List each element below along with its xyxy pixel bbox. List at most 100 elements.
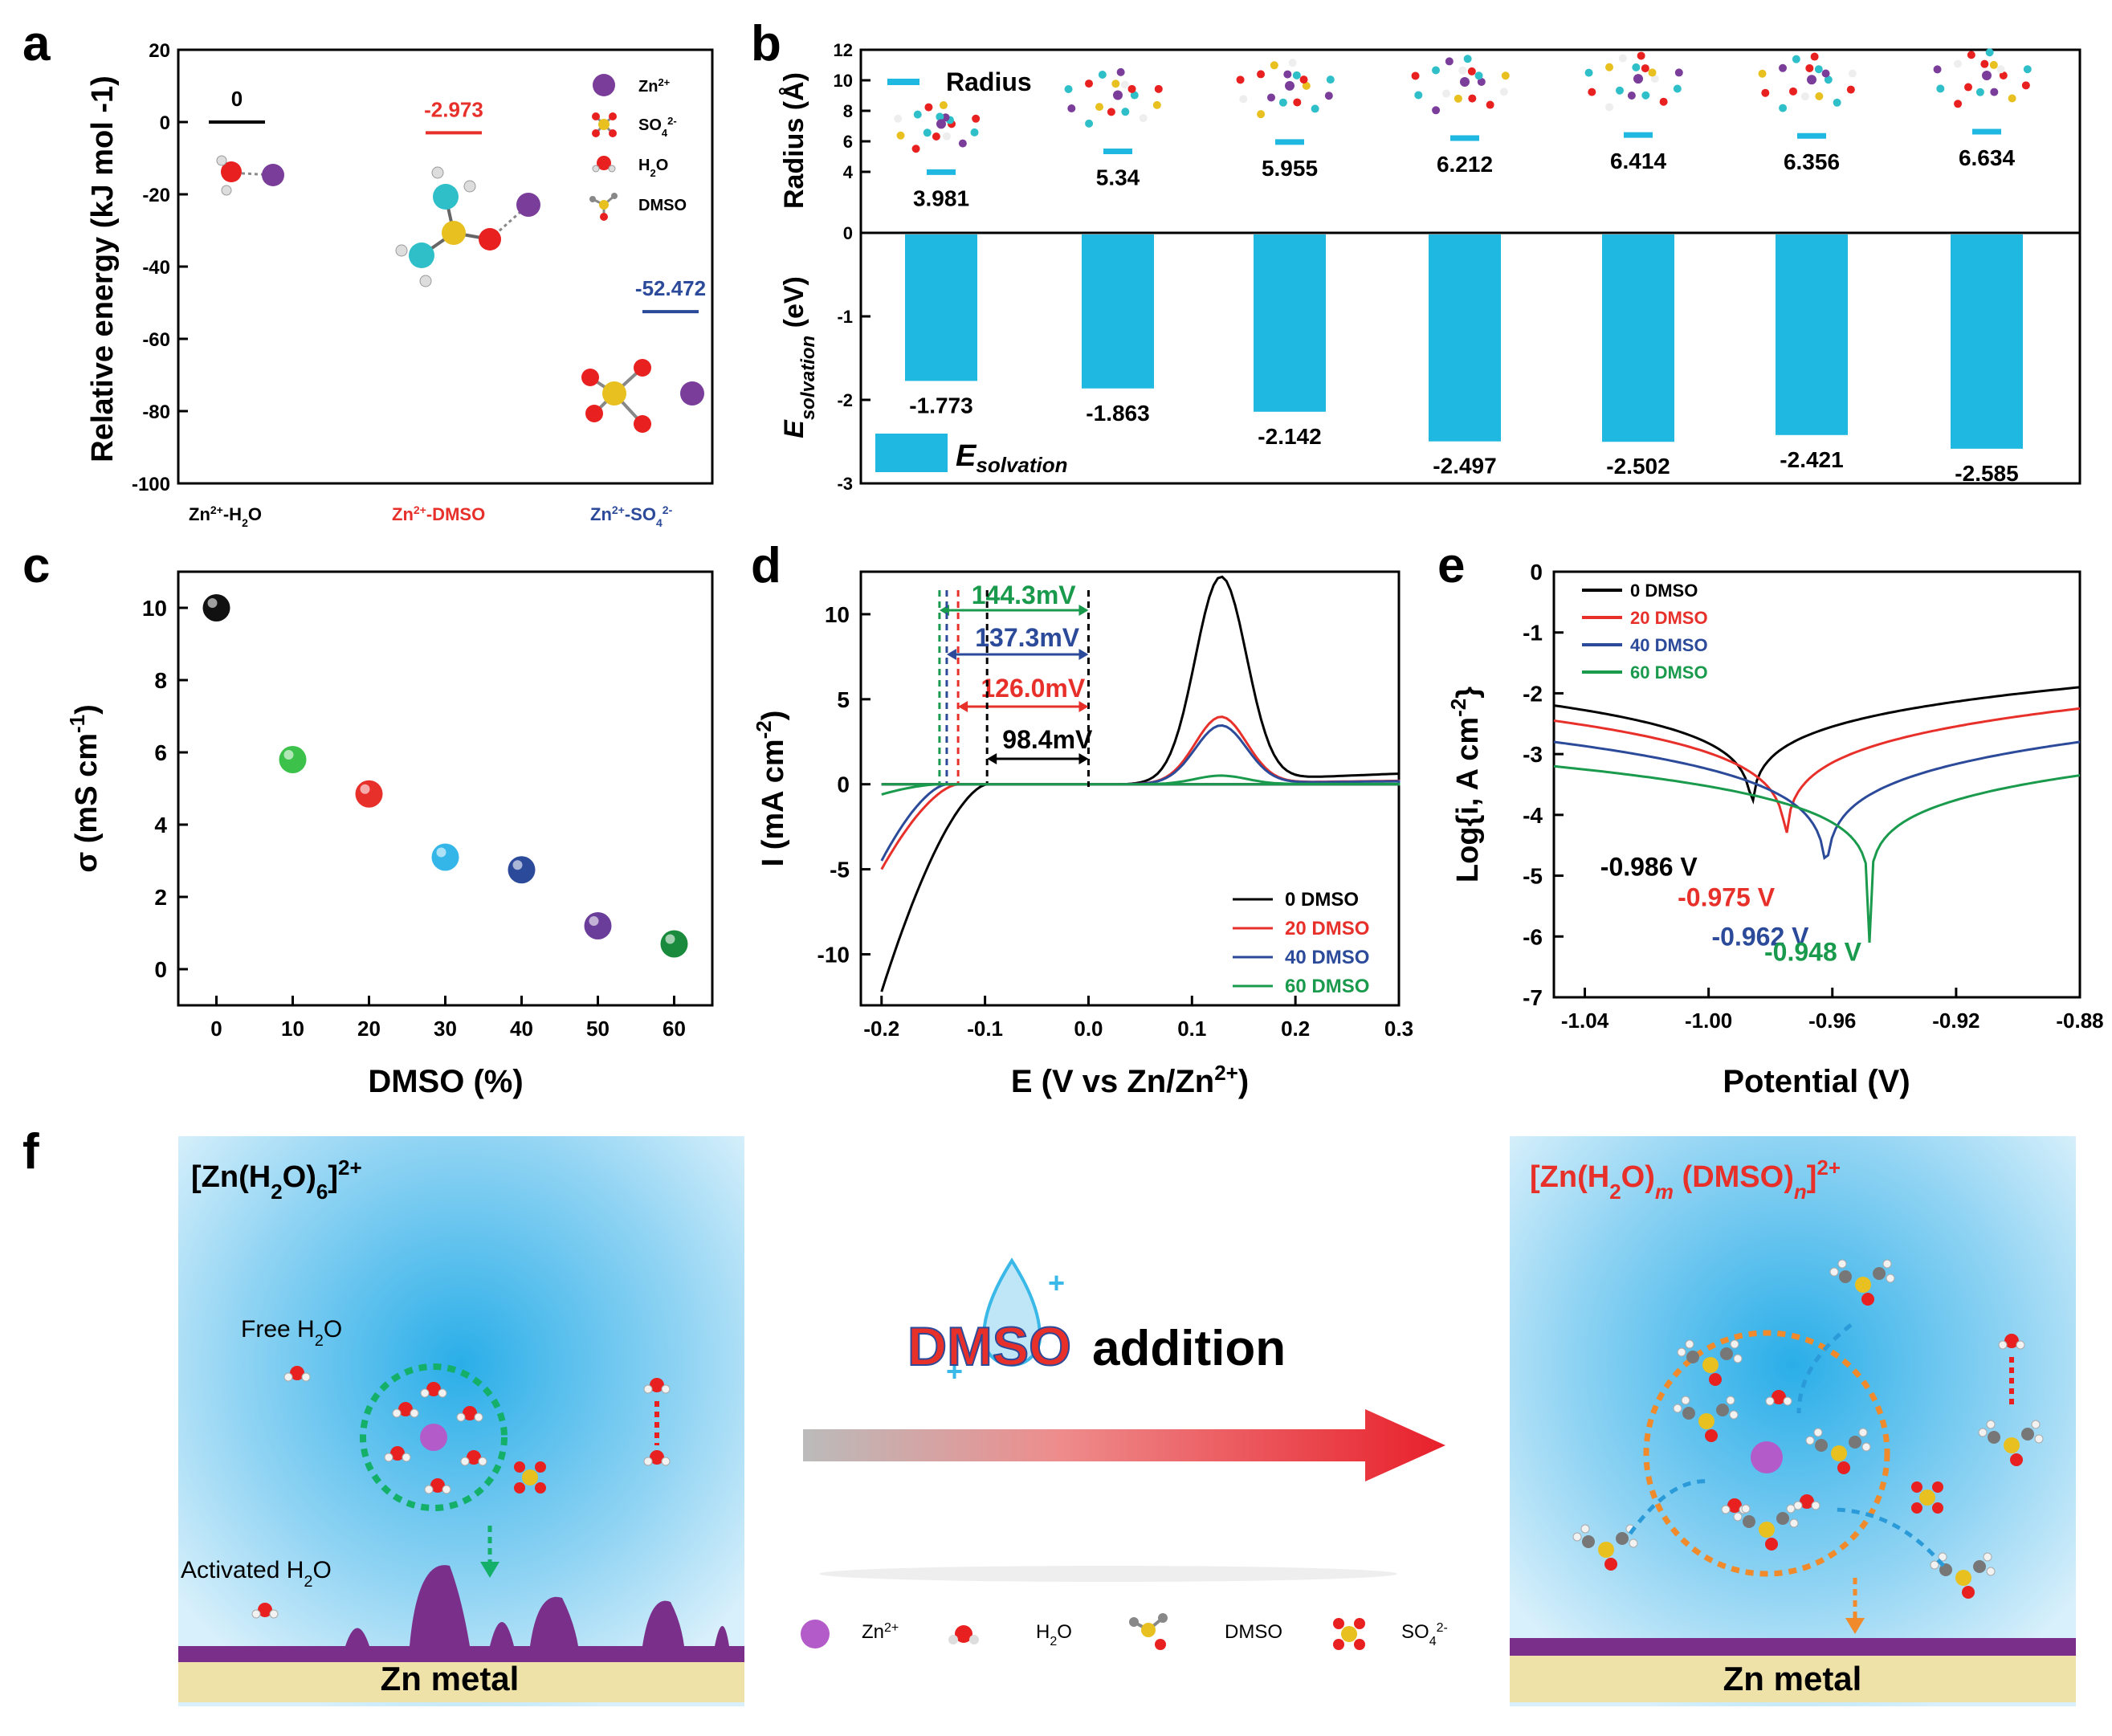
e-xtick-label: -0.96 (1808, 1009, 1856, 1033)
panel-d: I (mA cm-2) E (V vs Zn/Zn2+) -0.2 -0.1 0.0… (752, 570, 1413, 1099)
a-category-label: Zn2+-SO42- (590, 503, 673, 529)
cv-curve (880, 723, 1401, 862)
esolvation-label: -1.773 (909, 393, 972, 418)
legend-dmso-label: DMSO (638, 197, 687, 214)
d-xtick-label: 0.1 (1177, 1017, 1206, 1041)
solvation-cluster-icon (894, 101, 981, 153)
panel-a-ylabel: Relative energy (kJ mol -1) (86, 75, 120, 463)
radius-label: 6.212 (1437, 152, 1493, 177)
d-ytick-label: 5 (837, 687, 850, 712)
c-xtick-label: 60 (663, 1017, 686, 1041)
d-xtick-label: 0.3 (1384, 1017, 1413, 1041)
water-molecule-icon (460, 1450, 487, 1466)
c-xtick-label: 20 (357, 1017, 381, 1041)
solvation-cluster-icon (1758, 52, 1857, 112)
panel-label-f: f (22, 1124, 39, 1180)
radius-label: 6.356 (1784, 149, 1840, 174)
c-ytick-label: 4 (154, 813, 167, 837)
legend-zn-label: Zn2+ (638, 76, 671, 96)
f-legend-zn-icon (801, 1620, 830, 1648)
a-ytick-label: -40 (142, 257, 170, 279)
esolvation-bar (1951, 234, 2023, 449)
c-xtick-label: 10 (281, 1017, 304, 1041)
f-legend-so4-label: SO42- (1401, 1621, 1448, 1648)
zn-h2o-molecule (216, 155, 284, 196)
e-legend-label: 40 DMSO (1630, 635, 1708, 655)
f-legend-zn-label: Zn2+ (862, 1621, 899, 1644)
left-zn-metal-label: Zn metal (381, 1660, 520, 1697)
zn-dendrites (178, 1565, 744, 1662)
panel-b-ylabel-bottom: Esolvation (eV) (779, 276, 819, 438)
e-xtick-label: -0.88 (2056, 1009, 2103, 1033)
solvation-cluster-icon (1933, 48, 2032, 108)
water-molecule-icon (384, 1446, 411, 1462)
a-ytick-label: 20 (149, 40, 170, 62)
a-energy-label: 0 (231, 87, 243, 111)
esolvation-bar (1429, 234, 1501, 442)
e-ytick-label: -7 (1523, 985, 1543, 1010)
panel-label-d: d (751, 538, 781, 593)
solvation-cluster-icon (1584, 51, 1683, 112)
radius-label: 5.955 (1262, 156, 1318, 181)
esolvation-bar (1776, 234, 1848, 435)
radius-label: 3.981 (913, 185, 969, 210)
left-schematic: [Zn(H2O)6]2+ Free H2O Activated H2O Zn m… (178, 1136, 744, 1706)
arrow-dmso-text: DMSO (907, 1316, 1071, 1377)
panel-b-ylabel-top: Radius (Å) (779, 72, 809, 209)
right-zn-ion-icon (1751, 1441, 1783, 1473)
solvation-cluster-icon (1411, 55, 1510, 115)
b-ytick-label: 0 (843, 223, 853, 243)
arrow-addition-text: addition (1092, 1321, 1286, 1376)
panel-b: Radius (Å) Esolvation (eV) 12 10 8 6 4 0 -1 -2 -… (779, 40, 2081, 494)
water-molecule-icon (420, 1382, 447, 1398)
tafel-curve (1553, 686, 2081, 805)
esolvation-bar (905, 234, 977, 381)
onset-span-label: 98.4mV (1002, 725, 1093, 754)
panel-a-legend: Zn2+ SO42- H2O DMSO (589, 74, 687, 221)
esolvation-bar (1602, 234, 1674, 442)
legend-h2o-label: H2O (638, 157, 668, 179)
sulfate-icon (514, 1461, 546, 1494)
b-ytick-label: -2 (837, 390, 853, 410)
c-ytick-label: 6 (154, 740, 167, 765)
c-ytick-label: 8 (154, 668, 167, 693)
tafel-curve (1553, 740, 2081, 860)
water-molecule-icon (283, 1366, 311, 1382)
dmso-molecule-icon (1733, 1504, 1799, 1551)
d-legend-label: 20 DMSO (1285, 918, 1369, 939)
e-ytick-label: -3 (1523, 742, 1543, 767)
d-ytick-label: -5 (830, 858, 850, 882)
panel-label-c: c (22, 538, 50, 593)
svg-text:+: + (1048, 1266, 1065, 1299)
conductivity-point (584, 912, 612, 939)
panel-f: [Zn(H2O)6]2+ Free H2O Activated H2O Zn m… (178, 1136, 2076, 1706)
c-xtick-label: 50 (586, 1017, 610, 1041)
panel-d-frame (859, 570, 1401, 1007)
ecorr-label: -0.948 V (1764, 938, 1862, 967)
water-molecule-icon (251, 1603, 279, 1619)
d-xtick-label: 0.2 (1281, 1017, 1310, 1041)
c-xtick-label: 0 (210, 1017, 222, 1041)
a-energy-label: -2.973 (424, 97, 483, 121)
right-schematic: [Zn(H2O)m (DMSO)n]2+ Zn metal (1510, 1136, 2076, 1706)
panel-label-a: a (22, 16, 51, 71)
b-ytick-label: 6 (843, 132, 853, 152)
droplet-icon (981, 1257, 1042, 1367)
water-molecule-icon (392, 1402, 419, 1418)
d-legend-label: 0 DMSO (1285, 889, 1359, 911)
e-ytick-label: -6 (1523, 924, 1543, 949)
water-molecule-icon (1765, 1390, 1792, 1406)
water-molecule-icon (643, 1378, 671, 1394)
radius-label: 6.414 (1610, 149, 1666, 173)
tafel-curve (1553, 764, 2081, 943)
water-molecule-icon (1998, 1334, 2025, 1350)
zn-ion-icon (420, 1424, 447, 1451)
panel-c-frame (177, 570, 714, 1007)
cv-curve (881, 774, 1401, 796)
d-legend-label: 40 DMSO (1285, 947, 1369, 968)
legend-so4-label: SO42- (638, 115, 677, 139)
panel-e-frame (1552, 570, 2081, 999)
e-ytick-label: -2 (1523, 681, 1543, 706)
panel-e: Log{i, A cm-2} Potential (V) -1.04 -1.00 -… (1446, 560, 2104, 1099)
